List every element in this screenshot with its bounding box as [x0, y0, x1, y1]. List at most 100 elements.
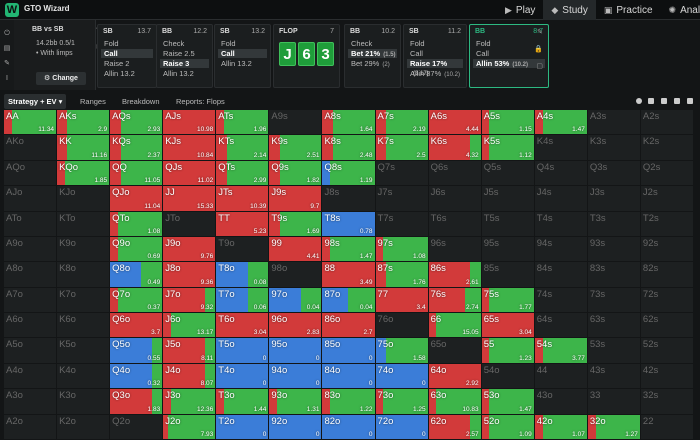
- hand-cell[interactable]: J2o 7.93: [163, 414, 216, 439]
- hand-cell[interactable]: 87o 0.04: [322, 287, 375, 313]
- hand-cell[interactable]: J9s 9.7: [269, 186, 322, 211]
- change-button[interactable]: ⚙ Change: [36, 72, 86, 85]
- hand-cell[interactable]: T9s 1.69: [269, 211, 322, 236]
- hand-cell[interactable]: 53o 1.47: [481, 389, 534, 414]
- hand-cell[interactable]: T8o 0.08: [216, 262, 269, 287]
- hand-cell[interactable]: 93s: [587, 236, 640, 262]
- action-option[interactable]: Allin 53% (10.2): [473, 59, 545, 68]
- edit-icon[interactable]: ✎: [4, 60, 10, 67]
- hand-cell[interactable]: QQ 11.05: [110, 160, 163, 186]
- hand-cell[interactable]: 72s: [640, 287, 693, 313]
- hand-cell[interactable]: A6o: [4, 313, 57, 338]
- action-node-3[interactable]: SB 13.2 Fold Call Allin 13.2: [214, 24, 271, 88]
- view-full-icon[interactable]: [687, 98, 693, 104]
- action-node-2[interactable]: BB 12.2 Check Raise 2.5 Raise 3 Allin 13.2: [156, 24, 213, 88]
- hand-cell[interactable]: A9o: [4, 236, 57, 262]
- hand-cell[interactable]: Q5o 0.55: [110, 338, 163, 363]
- hand-cell[interactable]: KK 11.16: [57, 135, 110, 160]
- hand-cell[interactable]: QTs 2.99: [216, 160, 269, 186]
- hand-cell[interactable]: 53s: [587, 338, 640, 363]
- lock-icon[interactable]: 🔒: [534, 46, 543, 53]
- tab-strategy-ev[interactable]: Strategy + EV ▾: [4, 94, 67, 109]
- hand-cell[interactable]: 86o 2.7: [322, 313, 375, 338]
- action-option[interactable]: Fold: [218, 39, 267, 48]
- hand-cell[interactable]: T2o 0: [216, 414, 269, 439]
- hand-cell[interactable]: 95s: [481, 236, 534, 262]
- action-option[interactable]: Bet 29% (2): [348, 59, 397, 68]
- hand-cell[interactable]: Q4o 0.32: [110, 363, 163, 389]
- hand-cell[interactable]: QJo 11.04: [110, 186, 163, 211]
- hand-cell[interactable]: ATo: [4, 211, 57, 236]
- hand-cell[interactable]: K7o: [57, 287, 110, 313]
- hand-cell[interactable]: A2s: [640, 110, 693, 135]
- hand-cell[interactable]: T9o: [216, 236, 269, 262]
- hand-cell[interactable]: 65s 3.04: [481, 313, 534, 338]
- hand-cell[interactable]: QJs 11.02: [163, 160, 216, 186]
- color-mode-icon[interactable]: [636, 98, 642, 104]
- hand-cell[interactable]: Q3o 1.83: [110, 389, 163, 414]
- hand-cell[interactable]: 73s: [587, 287, 640, 313]
- hand-cell[interactable]: 74o 0: [375, 363, 428, 389]
- view-split-icon[interactable]: [661, 98, 667, 104]
- hand-cell[interactable]: A6s 4.44: [428, 110, 481, 135]
- hand-cell[interactable]: K5s 1.12: [481, 135, 534, 160]
- hand-cell[interactable]: 94o 0: [269, 363, 322, 389]
- hand-cell[interactable]: A2o: [4, 414, 57, 439]
- hand-cell[interactable]: K2s: [640, 135, 693, 160]
- hand-cell[interactable]: A7s 2.19: [375, 110, 428, 135]
- hand-cell[interactable]: Q6s: [428, 160, 481, 186]
- hand-cell[interactable]: A8s 1.64: [322, 110, 375, 135]
- hand-cell[interactable]: ATs 1.96: [216, 110, 269, 135]
- hand-cell[interactable]: Q8s 1.19: [322, 160, 375, 186]
- hand-cell[interactable]: 75o 1.58: [375, 338, 428, 363]
- hand-cell[interactable]: T6o 3.04: [216, 313, 269, 338]
- hand-cell[interactable]: 98s 1.47: [322, 236, 375, 262]
- hand-cell[interactable]: 75s 1.77: [481, 287, 534, 313]
- hand-cell[interactable]: A8o: [4, 262, 57, 287]
- nav-tab-study[interactable]: ◆ Study: [543, 0, 596, 20]
- hand-cell[interactable]: 97s 1.08: [375, 236, 428, 262]
- hand-cell[interactable]: JTo: [163, 211, 216, 236]
- hand-cell[interactable]: A4o: [4, 363, 57, 389]
- action-option[interactable]: Fold: [101, 39, 153, 48]
- hand-cell[interactable]: AA 11.34: [4, 110, 57, 135]
- hand-cell[interactable]: A3o: [4, 389, 57, 414]
- tab-ranges[interactable]: Ranges: [80, 97, 106, 106]
- hand-cell[interactable]: 82o 0: [322, 414, 375, 439]
- action-option[interactable]: Allin 13.2: [160, 69, 209, 78]
- hand-cell[interactable]: K7s 2.5: [375, 135, 428, 160]
- hand-cell[interactable]: T4o 0: [216, 363, 269, 389]
- hand-cell[interactable]: 92s: [640, 236, 693, 262]
- hand-cell[interactable]: K3o: [57, 389, 110, 414]
- flop-node[interactable]: FLOP 7 J 6 3: [273, 24, 340, 88]
- hand-cell[interactable]: 96o 2.83: [269, 313, 322, 338]
- hand-cell[interactable]: 32o 1.27: [587, 414, 640, 439]
- hand-cell[interactable]: 43o: [534, 389, 587, 414]
- view-square-icon[interactable]: [648, 98, 654, 104]
- hand-cell[interactable]: K8s 2.48: [322, 135, 375, 160]
- hand-cell[interactable]: 83o 1.22: [322, 389, 375, 414]
- hand-cell[interactable]: 92o 0: [269, 414, 322, 439]
- hand-cell[interactable]: A7o: [4, 287, 57, 313]
- hand-cell[interactable]: T3o 1.44: [216, 389, 269, 414]
- hand-cell[interactable]: 54o: [481, 363, 534, 389]
- hand-cell[interactable]: 83s: [587, 262, 640, 287]
- hand-cell[interactable]: Q7o 0.37: [110, 287, 163, 313]
- hand-cell[interactable]: K4s: [534, 135, 587, 160]
- hand-cell[interactable]: 86s 2.61: [428, 262, 481, 287]
- hand-cell[interactable]: 64s: [534, 313, 587, 338]
- action-node-4[interactable]: BB 10.2 Check Bet 21% (1.5) Bet 29% (2): [344, 24, 401, 88]
- hand-cell[interactable]: 62s: [640, 313, 693, 338]
- hand-cell[interactable]: Q5s: [481, 160, 534, 186]
- hand-cell[interactable]: J9o 9.76: [163, 236, 216, 262]
- hand-cell[interactable]: T7s: [375, 211, 428, 236]
- hand-cell[interactable]: 73o 1.25: [375, 389, 428, 414]
- hand-cell[interactable]: J7s: [375, 186, 428, 211]
- hand-cell[interactable]: 64o 2.92: [428, 363, 481, 389]
- hand-cell[interactable]: J3s: [587, 186, 640, 211]
- hand-cell[interactable]: AJs 10.98: [163, 110, 216, 135]
- pencil-icon[interactable]: ✎: [537, 29, 543, 36]
- action-option[interactable]: Raise 3: [160, 59, 209, 68]
- nav-tab-analyze[interactable]: ✺Analyze: [661, 0, 700, 20]
- hand-cell[interactable]: A3s: [587, 110, 640, 135]
